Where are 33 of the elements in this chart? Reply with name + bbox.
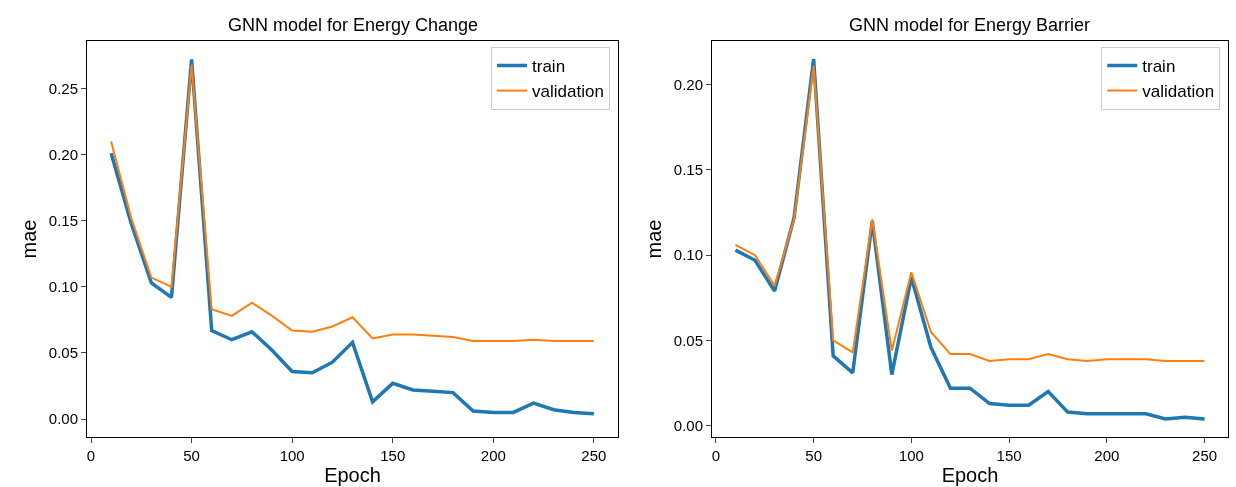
y-tick-label: 0.05	[48, 344, 78, 362]
legend-label: train	[1142, 57, 1176, 77]
y-tick-label: 0.25	[48, 79, 78, 97]
y-axis-title: mae	[18, 219, 41, 259]
legend-label: validation	[1142, 82, 1215, 102]
y-tick-label: 0.10	[48, 278, 78, 296]
x-tick-label: 50	[183, 447, 200, 464]
x-tick-label: 100	[279, 447, 305, 464]
x-tick-label: 200	[1094, 447, 1120, 464]
x-tick-label: 150	[380, 447, 406, 464]
x-tick-label: 100	[898, 447, 924, 464]
y-tick-label: 0.15	[48, 212, 78, 230]
y-tick-label: 0.20	[48, 145, 78, 163]
x-tick-label: 250	[581, 447, 607, 464]
x-tick-label: 0	[711, 447, 721, 464]
x-axis-title: Epoch	[941, 464, 999, 486]
y-tick-label: 0.20	[673, 75, 703, 93]
x-tick-label: 250	[1192, 447, 1218, 464]
x-tick-label: 50	[805, 447, 822, 464]
chart-title: GNN model for Energy Barrier	[849, 15, 1091, 35]
y-tick-label: 0.00	[673, 416, 703, 434]
legend-label: validation	[532, 82, 604, 102]
y-tick-label: 0.05	[673, 331, 703, 349]
chart-title: GNN model for Energy Change	[228, 15, 479, 35]
x-tick-label: 200	[480, 447, 506, 464]
x-tick-label: 150	[996, 447, 1022, 464]
legend-label: train	[532, 57, 566, 77]
y-tick-label: 0.15	[673, 161, 703, 179]
y-axis-title: mae	[643, 219, 666, 259]
x-tick-label: 0	[86, 447, 96, 464]
y-tick-label: 0.10	[673, 246, 703, 264]
x-axis-title: Epoch	[324, 464, 381, 486]
y-tick-label: 0.00	[48, 410, 78, 428]
